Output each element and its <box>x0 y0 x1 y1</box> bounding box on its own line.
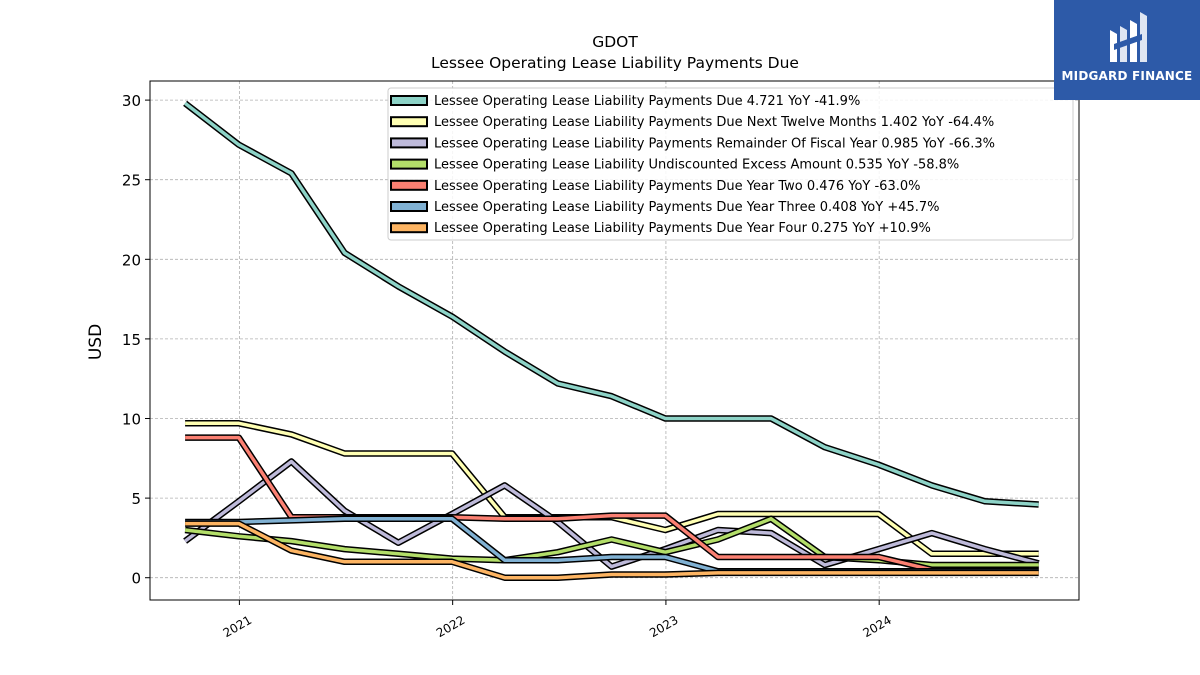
legend-swatch-7 <box>390 222 428 234</box>
series-line-7 <box>185 521 1039 580</box>
legend-swatch-2 <box>390 116 428 128</box>
x-tick-label: 2022 <box>434 613 467 640</box>
series-line-3 <box>184 459 1040 569</box>
y-axis-label: USD <box>86 324 106 360</box>
x-tick-label: 2023 <box>647 613 680 640</box>
legend-swatch-3 <box>390 137 428 149</box>
series-line-1 <box>184 101 1039 507</box>
legend-label-6: Lessee Operating Lease Liability Payment… <box>434 200 940 215</box>
x-tick-label: 2021 <box>221 613 254 640</box>
brand-logo: MIDGARD FINANCE <box>1054 0 1200 100</box>
legend-box <box>387 87 1074 241</box>
y-tick-label: 10 <box>122 411 141 429</box>
x-axis: 2021 2022 2023 2024 <box>221 600 894 640</box>
y-tick-label: 15 <box>122 331 141 349</box>
y-tick-label: 20 <box>122 251 141 269</box>
legend-label-5: Lessee Operating Lease Liability Payment… <box>434 179 920 194</box>
legend-swatch-1 <box>390 95 428 106</box>
legend-label-7: Lessee Operating Lease Liability Payment… <box>434 221 931 236</box>
legend-swatch-5 <box>390 179 428 191</box>
y-tick-label: 25 <box>122 172 141 190</box>
y-tick-label: 30 <box>122 92 141 110</box>
plot-frame <box>149 80 1080 601</box>
chart-subtitle: Lessee Operating Lease Liability Payment… <box>431 54 799 72</box>
y-tick-label: 0 <box>131 570 141 588</box>
legend-swatch-6 <box>390 201 428 212</box>
y-axis: 0 5 10 15 20 25 30 <box>122 92 150 588</box>
series-line-outline-5 <box>185 434 1039 574</box>
y-tick-label: 5 <box>131 490 141 508</box>
chart-title: GDOT <box>592 33 638 51</box>
legend-swatch-4 <box>390 158 428 170</box>
series-layer <box>183 100 1040 581</box>
legend: Lessee Operating Lease Liability Payment… <box>387 87 1074 241</box>
x-tick-label: 2024 <box>860 613 893 640</box>
legend-label-3: Lessee Operating Lease Liability Payment… <box>434 136 995 151</box>
brand-name: MIDGARD FINANCE <box>1061 69 1193 83</box>
series-line-5 <box>185 435 1039 572</box>
legend-label-2: Lessee Operating Lease Liability Payment… <box>434 115 994 130</box>
legend-label-4: Lessee Operating Lease Liability Undisco… <box>434 158 959 173</box>
brand-mark-icon <box>1110 12 1147 62</box>
legend-label-1: Lessee Operating Lease Liability Payment… <box>434 94 860 109</box>
